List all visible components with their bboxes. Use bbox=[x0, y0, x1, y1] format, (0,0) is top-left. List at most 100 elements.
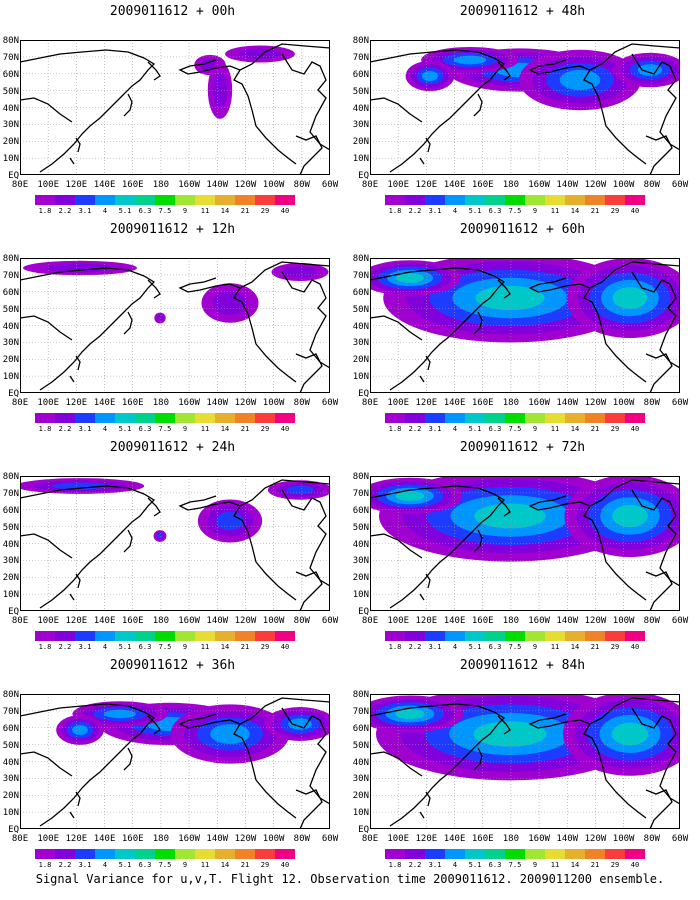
colorbar-swatch bbox=[385, 631, 405, 641]
panel-title: 2009011612 + 72h bbox=[459, 440, 586, 455]
colorbar-label: 5.1 bbox=[118, 207, 132, 215]
panel-title: 2009011612 + 24h bbox=[109, 440, 236, 455]
longitude-label: 120W bbox=[584, 180, 607, 190]
colorbar-swatch bbox=[525, 413, 545, 423]
colorbar-label: 29 bbox=[260, 425, 270, 433]
colorbar-swatch bbox=[605, 631, 625, 641]
colorbar-label: 9 bbox=[182, 861, 188, 869]
coastline bbox=[528, 713, 591, 729]
colorbar-swatch bbox=[445, 413, 465, 423]
variance-contour bbox=[212, 72, 228, 108]
colorbar-swatch bbox=[505, 413, 525, 423]
longitude-label: 140W bbox=[556, 180, 579, 190]
coastline bbox=[631, 271, 680, 369]
colorbar-label: 6.3 bbox=[138, 207, 152, 215]
latitude-label: 30N bbox=[2, 338, 19, 349]
colorbar-swatch bbox=[135, 195, 155, 205]
variance-map bbox=[20, 476, 330, 611]
variance-map bbox=[20, 258, 330, 393]
colorbar bbox=[385, 413, 645, 423]
longitude-label: 180 bbox=[502, 834, 520, 844]
colorbar-swatch bbox=[135, 631, 155, 641]
colorbar-label: 4 bbox=[102, 207, 108, 215]
longitude-label: 120E bbox=[415, 180, 438, 190]
variance-map bbox=[370, 258, 680, 393]
latitude-label: 20N bbox=[2, 791, 19, 802]
coastline bbox=[233, 479, 330, 601]
forecast-panel: 2009011612 + 24h 80N 70N 60N 50N 40N 30N 20N 10N… bbox=[0, 436, 345, 651]
variance-map bbox=[370, 694, 680, 829]
coastline bbox=[295, 135, 323, 175]
longitude-label: 80E bbox=[361, 398, 379, 408]
colorbar-swatch bbox=[215, 413, 235, 423]
longitude-label: 160E bbox=[121, 180, 144, 190]
longitude-label: 60W bbox=[671, 398, 689, 408]
colorbar-label: 2.2 bbox=[58, 207, 72, 215]
colorbar-swatch bbox=[525, 631, 545, 641]
colorbar-swatch bbox=[385, 195, 405, 205]
longitude-label: 120E bbox=[65, 180, 88, 190]
colorbar-swatch bbox=[115, 195, 135, 205]
coastline bbox=[178, 277, 241, 293]
latitude-label: 40N bbox=[352, 103, 369, 114]
latitude-label: 80N bbox=[2, 472, 19, 482]
longitude-label: 80E bbox=[11, 616, 29, 626]
longitude-label: 80E bbox=[361, 834, 379, 844]
variance-contour bbox=[45, 263, 115, 273]
colorbar-swatch bbox=[55, 631, 75, 641]
latitude-label: 30N bbox=[2, 556, 19, 567]
variance-contour bbox=[72, 725, 88, 735]
colorbar-label: 2.2 bbox=[58, 643, 72, 651]
forecast-panel: 2009011612 + 72h 80N 70N 60N 50N 40N 30N 20N 10N… bbox=[350, 436, 695, 651]
longitude-label: 160W bbox=[528, 398, 550, 408]
colorbar-label: 6.3 bbox=[138, 643, 152, 651]
map-frame bbox=[370, 476, 680, 611]
longitude-label: 120E bbox=[65, 834, 88, 844]
colorbar-swatch bbox=[195, 849, 215, 859]
forecast-panels: 2009011612 + 00h 80N 70N 60N 50N 40N 30N 20N 10N… bbox=[0, 4, 695, 869]
colorbar-swatch bbox=[545, 631, 565, 641]
latitude-label: 70N bbox=[2, 706, 19, 717]
colorbar-swatch bbox=[405, 631, 425, 641]
latitude-label: 30N bbox=[2, 120, 19, 131]
colorbar-swatch bbox=[605, 195, 625, 205]
colorbar-swatch bbox=[75, 631, 95, 641]
colorbar-label: 2.2 bbox=[408, 861, 422, 869]
colorbar-swatch bbox=[605, 849, 625, 859]
variance-contour bbox=[559, 69, 601, 91]
coastline bbox=[233, 261, 330, 383]
variance-contour bbox=[52, 482, 108, 490]
panel-title: 2009011612 + 00h bbox=[109, 4, 236, 19]
colorbar-swatch bbox=[75, 413, 95, 423]
coastline bbox=[123, 529, 133, 553]
longitude-label: 180 bbox=[152, 834, 170, 844]
latitude-label: 50N bbox=[2, 522, 19, 533]
longitude-label: 140E bbox=[443, 180, 466, 190]
colorbar-label: 4 bbox=[452, 207, 458, 215]
colorbar-swatch bbox=[485, 195, 505, 205]
longitude-label: 100E bbox=[37, 834, 60, 844]
latitude-label: EQ bbox=[8, 171, 19, 181]
colorbar-label: 40 bbox=[280, 207, 290, 215]
coastline bbox=[233, 43, 330, 165]
coastline bbox=[295, 571, 323, 611]
longitude-label: 160E bbox=[471, 398, 494, 408]
colorbar-label: 2.2 bbox=[408, 643, 422, 651]
colorbar-label: 11 bbox=[550, 643, 560, 651]
map-frame bbox=[370, 40, 680, 175]
colorbar-swatch bbox=[565, 631, 585, 641]
colorbar-swatch bbox=[465, 413, 485, 423]
colorbar-label: 11 bbox=[200, 207, 210, 215]
colorbar-label: 4 bbox=[452, 643, 458, 651]
colorbar-label: 4 bbox=[102, 643, 108, 651]
colorbar-label: 6.3 bbox=[488, 861, 502, 869]
panel-title: 2009011612 + 12h bbox=[109, 222, 236, 237]
latitude-label: 60N bbox=[352, 69, 369, 80]
colorbar-swatch bbox=[445, 631, 465, 641]
colorbar-swatch bbox=[485, 849, 505, 859]
colorbar-swatch bbox=[75, 849, 95, 859]
coastline bbox=[631, 707, 680, 805]
colorbar-swatch bbox=[35, 849, 55, 859]
longitude-label: 100W bbox=[262, 616, 285, 626]
latitude-label: 20N bbox=[352, 791, 369, 802]
